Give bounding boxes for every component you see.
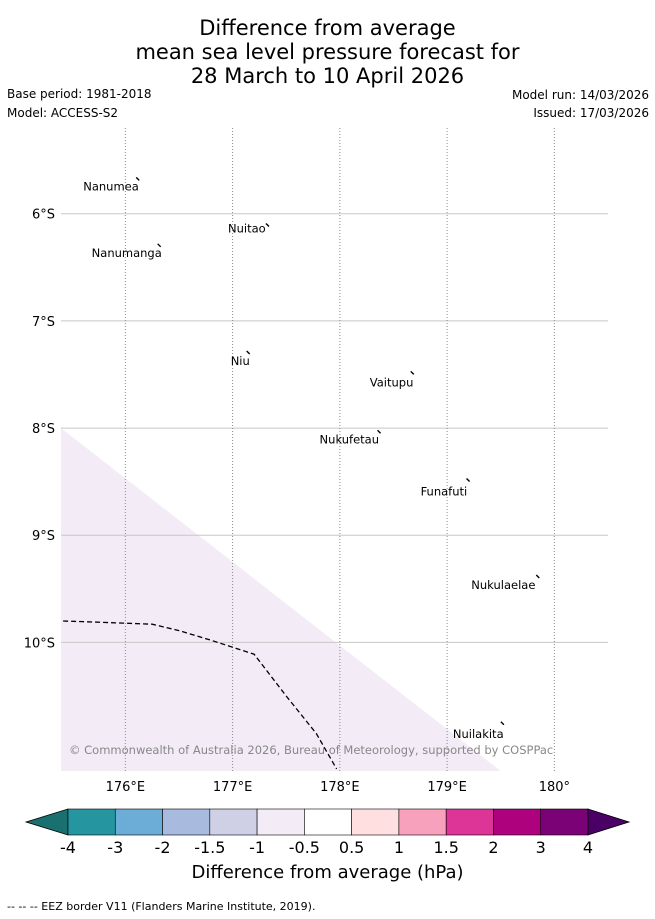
island-marker bbox=[535, 574, 540, 579]
title-line-1: Difference from average bbox=[199, 16, 456, 40]
island-label: Nukufetau bbox=[320, 432, 379, 446]
island-label: Nanumea bbox=[83, 179, 139, 193]
colorbar-tick-label: -0.5 bbox=[288, 838, 320, 857]
colorbar-swatch bbox=[493, 808, 542, 836]
lon-tick-label: 178°E bbox=[320, 780, 360, 795]
colorbar-swatch bbox=[398, 808, 447, 836]
colorbar-tick-label: -1 bbox=[249, 838, 266, 857]
lat-tick-label: 9°S bbox=[32, 529, 55, 544]
colorbar-tick-label: -1.5 bbox=[194, 838, 226, 857]
island-marker bbox=[377, 429, 382, 434]
island-marker bbox=[157, 243, 162, 248]
colorbar-tick-label: 0.5 bbox=[338, 838, 365, 857]
colorbar-swatch bbox=[304, 808, 352, 836]
island-label: Nukulaelae bbox=[471, 578, 535, 592]
colorbar bbox=[24, 808, 631, 836]
lon-tick-label: 179°E bbox=[427, 780, 467, 795]
island-label: Vaitupu bbox=[370, 375, 414, 389]
lon-tick-label: 177°E bbox=[213, 780, 253, 795]
lat-tick-label: 6°S bbox=[32, 208, 55, 223]
colorbar-label: Difference from average (hPa) bbox=[191, 862, 464, 883]
colorbar-swatch bbox=[67, 808, 116, 836]
colorbar-tick-label: 3 bbox=[535, 838, 546, 857]
model-run: Model run: 14/03/2026 bbox=[511, 88, 649, 102]
island-label: Niu bbox=[231, 354, 250, 368]
title-line-3: 28 March to 10 April 2026 bbox=[190, 64, 465, 88]
lon-tick-label: 176°E bbox=[106, 780, 146, 795]
map-chart: 6°S 7°S 8°S 9°S 10°S 176°E 177°E 178°E 179°E 180°… bbox=[24, 128, 631, 836]
island-marker bbox=[246, 350, 251, 355]
title-line-2: mean sea level pressure forecast for bbox=[135, 40, 520, 64]
issued-date: Issued: 17/03/2026 bbox=[533, 106, 649, 120]
colorbar-ticks: -4 -3 -2 -1.5 -1 -0.5 0.5 1 1.5 2 3 4 bbox=[0, 838, 655, 858]
island-label: Nuitao bbox=[228, 221, 266, 235]
colorbar-swatch bbox=[256, 808, 305, 836]
colorbar-tick-label: 4 bbox=[582, 838, 594, 857]
lat-tick-label: 10°S bbox=[24, 636, 55, 651]
colorbar-swatch bbox=[162, 808, 211, 836]
lat-tick-label: 7°S bbox=[32, 315, 55, 330]
colorbar-swatch bbox=[351, 808, 400, 836]
island-marker bbox=[466, 478, 471, 483]
eez-legend-note: -- -- -- EEZ border V11 (Flanders Marine… bbox=[7, 900, 316, 913]
island-label: Nuilakita bbox=[453, 727, 504, 741]
colorbar-tick-label: -4 bbox=[60, 838, 76, 857]
colorbar-tick-label: 2 bbox=[488, 838, 499, 857]
colorbar-swatch bbox=[114, 808, 163, 836]
colorbar-swatch bbox=[445, 808, 494, 836]
colorbar-tick-label: -3 bbox=[107, 838, 124, 857]
island-marker bbox=[135, 176, 140, 181]
colorbar-extend-low bbox=[24, 808, 69, 836]
colorbar-tick-label: -2 bbox=[154, 838, 171, 857]
eez-border-line bbox=[63, 620, 338, 770]
anomaly-region-fill bbox=[61, 428, 501, 771]
colorbar-extend-high bbox=[587, 808, 631, 836]
lon-tick-label: 180° bbox=[539, 780, 570, 795]
colorbar-swatch bbox=[209, 808, 258, 836]
lat-tick-label: 8°S bbox=[32, 422, 55, 437]
island-label: Funafuti bbox=[421, 485, 468, 499]
model-name: Model: ACCESS-S2 bbox=[7, 106, 119, 120]
base-period: Base period: 1981-2018 bbox=[7, 87, 152, 101]
island-marker bbox=[265, 222, 270, 227]
island-label: Nanumanga bbox=[92, 246, 162, 260]
colorbar-tick-label: 1 bbox=[393, 838, 404, 857]
colorbar-swatch bbox=[540, 808, 589, 836]
copyright-notice: © Commonwealth of Australia 2026, Bureau… bbox=[69, 743, 553, 757]
colorbar-tick-label: 1.5 bbox=[433, 838, 459, 857]
chart-title: Difference from average mean sea level p… bbox=[0, 16, 655, 88]
island-marker bbox=[410, 370, 415, 375]
island-marker bbox=[500, 721, 505, 726]
